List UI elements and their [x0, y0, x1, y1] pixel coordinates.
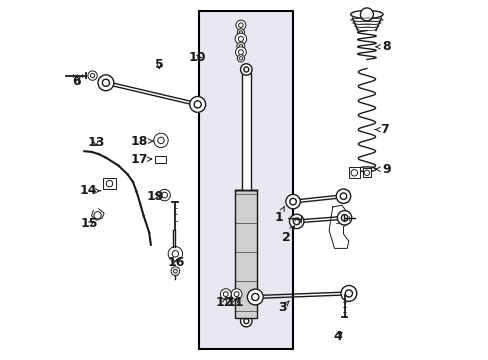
Circle shape	[158, 137, 164, 144]
Circle shape	[240, 315, 251, 327]
Circle shape	[90, 73, 95, 78]
Circle shape	[159, 189, 170, 201]
Circle shape	[194, 101, 201, 108]
Circle shape	[171, 267, 179, 275]
Bar	[155, 156, 166, 163]
Circle shape	[350, 170, 357, 176]
Circle shape	[238, 23, 243, 27]
Circle shape	[239, 57, 242, 60]
Circle shape	[289, 198, 296, 205]
Text: 11: 11	[226, 296, 244, 309]
Circle shape	[231, 289, 242, 300]
Text: 2: 2	[281, 226, 294, 244]
Text: 5: 5	[155, 58, 163, 71]
Circle shape	[106, 180, 113, 187]
Text: 6: 6	[72, 75, 81, 88]
Circle shape	[336, 189, 350, 203]
Circle shape	[235, 47, 246, 58]
Circle shape	[102, 79, 109, 86]
Circle shape	[94, 212, 101, 219]
Bar	[235, 190, 257, 318]
Circle shape	[345, 290, 352, 297]
Circle shape	[168, 247, 182, 261]
Bar	[241, 73, 250, 190]
Circle shape	[237, 42, 244, 50]
Circle shape	[153, 133, 168, 148]
Text: 12: 12	[216, 296, 233, 309]
Text: 18: 18	[130, 135, 153, 148]
Bar	[348, 167, 359, 178]
Circle shape	[189, 96, 205, 112]
Circle shape	[239, 44, 242, 48]
Circle shape	[238, 36, 243, 41]
Circle shape	[340, 193, 346, 199]
Circle shape	[244, 67, 248, 72]
Circle shape	[173, 269, 177, 273]
Text: 7: 7	[374, 123, 388, 136]
Circle shape	[340, 285, 356, 301]
Bar	[199, 11, 292, 349]
Circle shape	[289, 214, 303, 229]
Circle shape	[337, 211, 351, 225]
Text: 8: 8	[375, 40, 390, 53]
Bar	[362, 168, 370, 177]
Circle shape	[223, 292, 228, 297]
Bar	[103, 178, 116, 189]
Circle shape	[293, 218, 299, 225]
Circle shape	[220, 289, 231, 300]
Text: 13: 13	[87, 136, 104, 149]
Circle shape	[285, 194, 300, 209]
Circle shape	[238, 50, 243, 55]
Text: 15: 15	[81, 217, 98, 230]
Circle shape	[234, 292, 239, 297]
Text: 9: 9	[375, 163, 390, 176]
Circle shape	[162, 192, 167, 198]
Circle shape	[237, 29, 244, 36]
Text: 19: 19	[146, 190, 163, 203]
Text: 1: 1	[274, 206, 284, 224]
Circle shape	[235, 20, 245, 30]
Circle shape	[341, 215, 347, 221]
Circle shape	[251, 293, 258, 301]
Circle shape	[98, 75, 114, 91]
Circle shape	[239, 31, 242, 34]
Circle shape	[364, 170, 369, 175]
Ellipse shape	[350, 10, 382, 18]
Circle shape	[247, 289, 263, 305]
Text: 10: 10	[188, 51, 206, 64]
Text: 3: 3	[277, 301, 289, 314]
Text: 16: 16	[167, 256, 184, 269]
Circle shape	[360, 8, 373, 21]
Circle shape	[244, 319, 248, 324]
Circle shape	[172, 251, 178, 257]
Circle shape	[237, 55, 244, 62]
Circle shape	[235, 33, 246, 45]
Text: 17: 17	[130, 153, 151, 166]
Text: 14: 14	[80, 184, 100, 197]
Circle shape	[88, 71, 97, 80]
Text: 4: 4	[333, 330, 342, 343]
Circle shape	[240, 64, 251, 75]
